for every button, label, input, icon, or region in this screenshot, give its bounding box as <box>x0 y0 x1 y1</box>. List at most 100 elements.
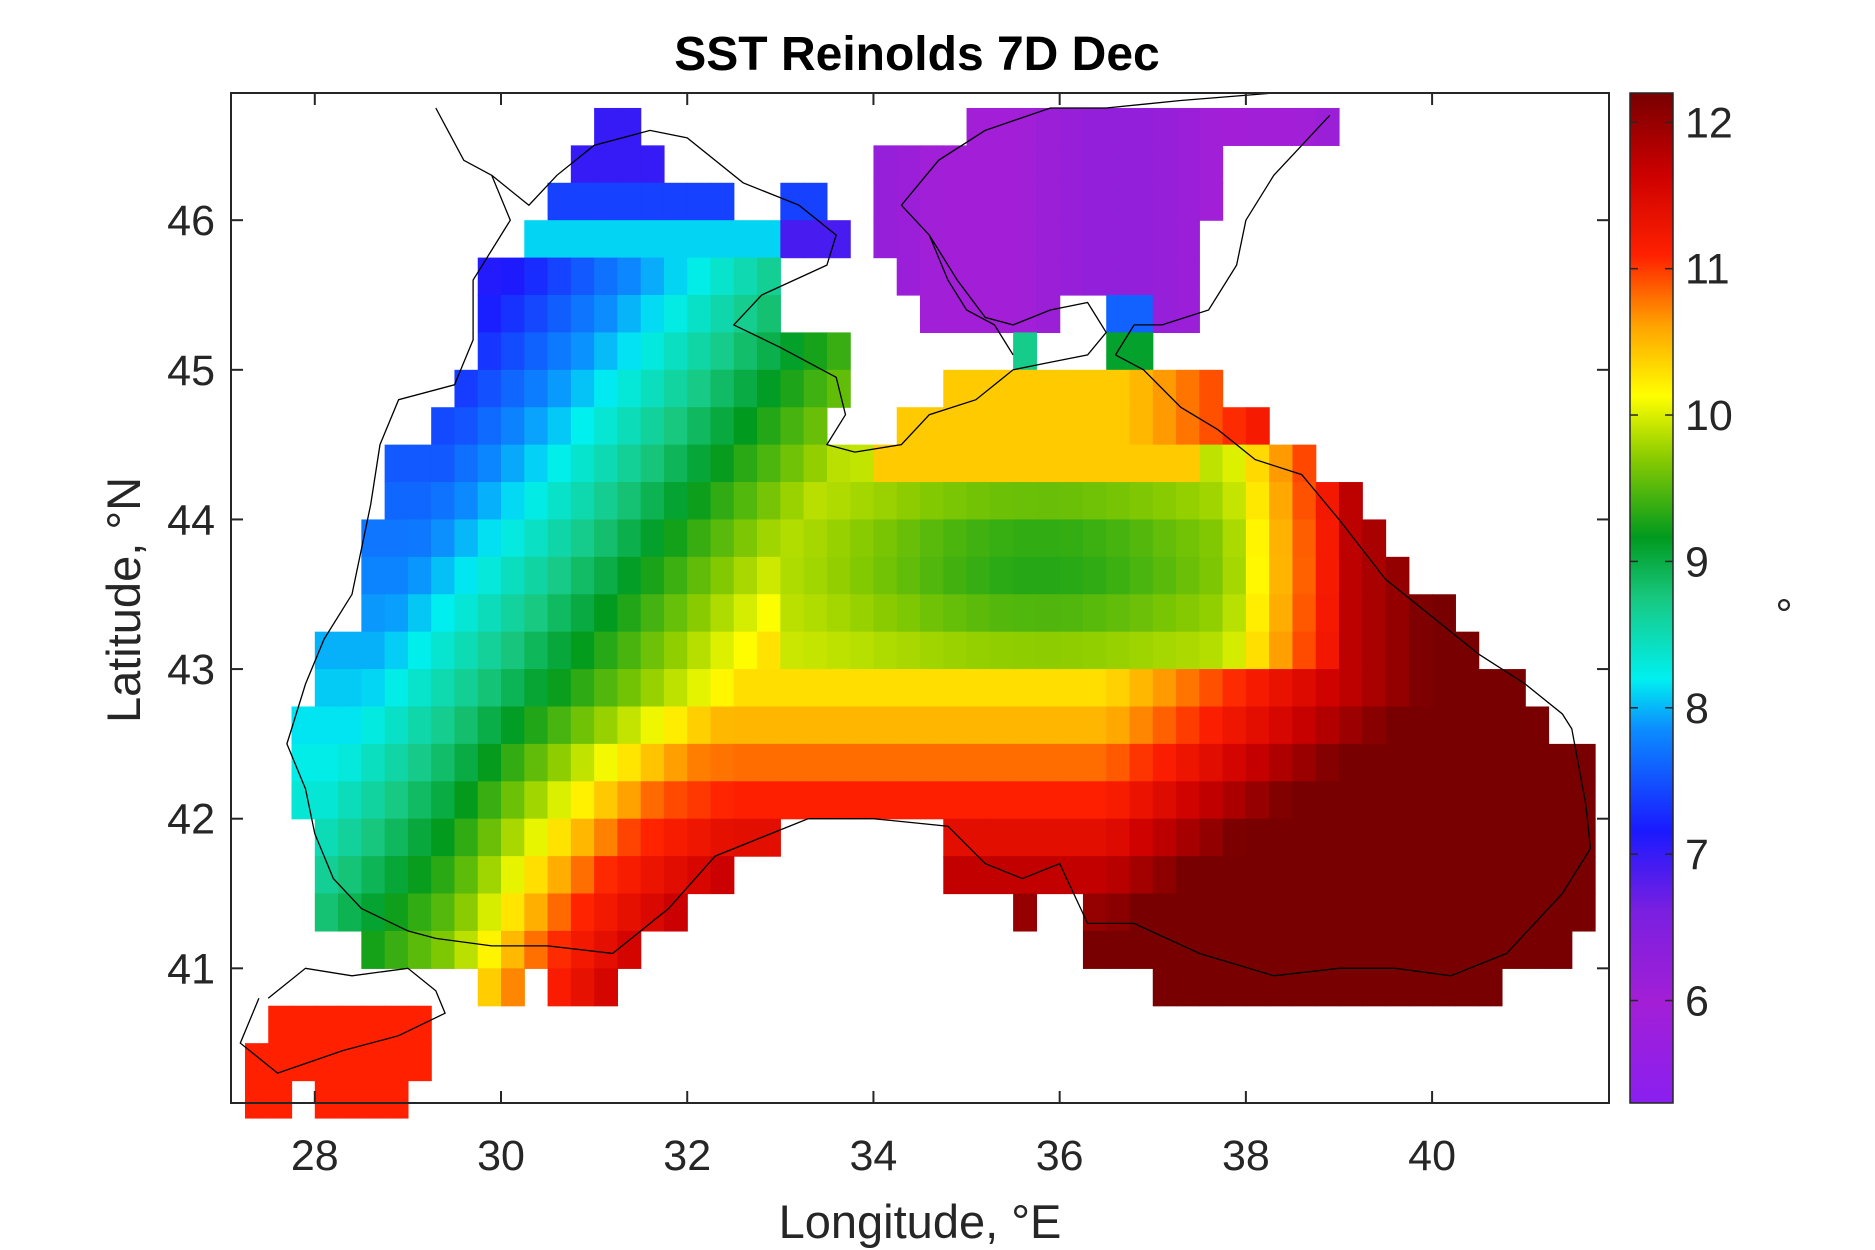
sst-cell <box>966 818 991 857</box>
sst-cell <box>1082 444 1107 483</box>
sst-cell <box>547 407 572 446</box>
sst-cell <box>1152 930 1177 969</box>
sst-cell <box>454 706 479 745</box>
sst-cell <box>733 594 758 633</box>
sst-cell <box>663 332 688 371</box>
sst-cell <box>710 781 735 820</box>
sst-cell <box>594 893 618 932</box>
sst-cell <box>1315 856 1340 895</box>
coastline-segment <box>1114 114 1331 356</box>
sst-cell <box>663 295 688 334</box>
sst-cell <box>1362 669 1387 708</box>
sst-cell <box>524 257 549 296</box>
sst-cell <box>640 257 665 296</box>
sst-cell <box>524 781 549 820</box>
sst-cell <box>594 107 618 146</box>
sst-cell <box>244 1043 269 1082</box>
sst-cell <box>524 818 549 857</box>
sst-cell <box>687 295 712 334</box>
sst-cell <box>1525 893 1550 932</box>
sst-cell <box>1385 818 1410 857</box>
sst-cell <box>314 856 339 895</box>
sst-cell <box>1013 893 1037 932</box>
sst-cell <box>1059 107 1084 146</box>
y-tick-label: 42 <box>167 796 215 844</box>
sst-cell <box>454 407 479 446</box>
sst-cell <box>1245 818 1270 857</box>
sst-cell <box>314 1043 339 1082</box>
sst-cell <box>617 706 642 745</box>
sst-cell <box>757 369 781 408</box>
sst-cell <box>1176 182 1200 221</box>
sst-cell <box>826 220 851 259</box>
sst-cell <box>617 818 642 857</box>
sst-cell <box>803 332 828 371</box>
sst-cell <box>780 519 805 558</box>
sst-cell <box>1385 893 1410 932</box>
sst-cell <box>477 856 502 895</box>
sst-cell <box>1176 856 1200 895</box>
sst-cell <box>710 556 735 595</box>
sst-cell <box>1013 145 1037 184</box>
sst-cell <box>1548 856 1573 895</box>
sst-cell <box>757 706 781 745</box>
sst-cell <box>407 482 432 521</box>
sst-cell <box>1106 220 1131 259</box>
sst-cell <box>640 482 665 521</box>
sst-cell <box>361 743 386 782</box>
sst-cell <box>1176 295 1200 334</box>
sst-cell <box>524 893 549 932</box>
sst-cell <box>687 220 712 259</box>
coastline <box>239 92 1592 1074</box>
sst-cell <box>1362 818 1387 857</box>
sst-cell <box>1222 631 1247 670</box>
sst-cell <box>1129 594 1154 633</box>
sst-cell <box>1385 556 1410 595</box>
sst-cell <box>1176 107 1200 146</box>
colorbar <box>1629 92 1674 1104</box>
sst-cell <box>1245 893 1270 932</box>
sst-cell <box>361 556 386 595</box>
sst-cell <box>314 706 339 745</box>
sst-cell <box>733 482 758 521</box>
sst-cell <box>268 1080 293 1119</box>
sst-cell <box>594 145 618 184</box>
sst-cell <box>291 706 316 745</box>
sst-cell <box>570 407 595 446</box>
sst-cell <box>850 706 875 745</box>
sst-cell <box>803 220 828 259</box>
sst-cell <box>966 369 991 408</box>
sst-cell <box>1222 407 1247 446</box>
sst-cell <box>431 930 456 969</box>
sst-cell <box>733 669 758 708</box>
sst-cell <box>524 332 549 371</box>
sst-cell <box>733 369 758 408</box>
sst-cell <box>733 818 758 857</box>
sst-cell <box>1152 856 1177 895</box>
sst-cell <box>803 519 828 558</box>
sst-cell <box>384 556 409 595</box>
sst-cell <box>1129 519 1154 558</box>
sst-cell <box>640 444 665 483</box>
sst-cell <box>1199 669 1224 708</box>
sst-cell <box>943 145 968 184</box>
sst-cell <box>1525 818 1550 857</box>
sst-cell <box>640 182 665 221</box>
sst-cell <box>1129 781 1154 820</box>
sst-cell <box>338 631 362 670</box>
sst-cell <box>1013 669 1037 708</box>
sst-cell <box>687 743 712 782</box>
sst-cell <box>501 743 525 782</box>
sst-cell <box>524 444 549 483</box>
sst-cell <box>1408 669 1433 708</box>
sst-cell <box>1455 781 1480 820</box>
sst-cell <box>291 1043 316 1082</box>
sst-cell <box>687 182 712 221</box>
y-tick-label: 45 <box>167 347 215 395</box>
sst-cell <box>617 743 642 782</box>
sst-cell <box>710 257 735 296</box>
sst-cell <box>431 743 456 782</box>
sst-cell <box>733 444 758 483</box>
sst-cell <box>687 407 712 446</box>
sst-cell <box>1269 482 1294 521</box>
